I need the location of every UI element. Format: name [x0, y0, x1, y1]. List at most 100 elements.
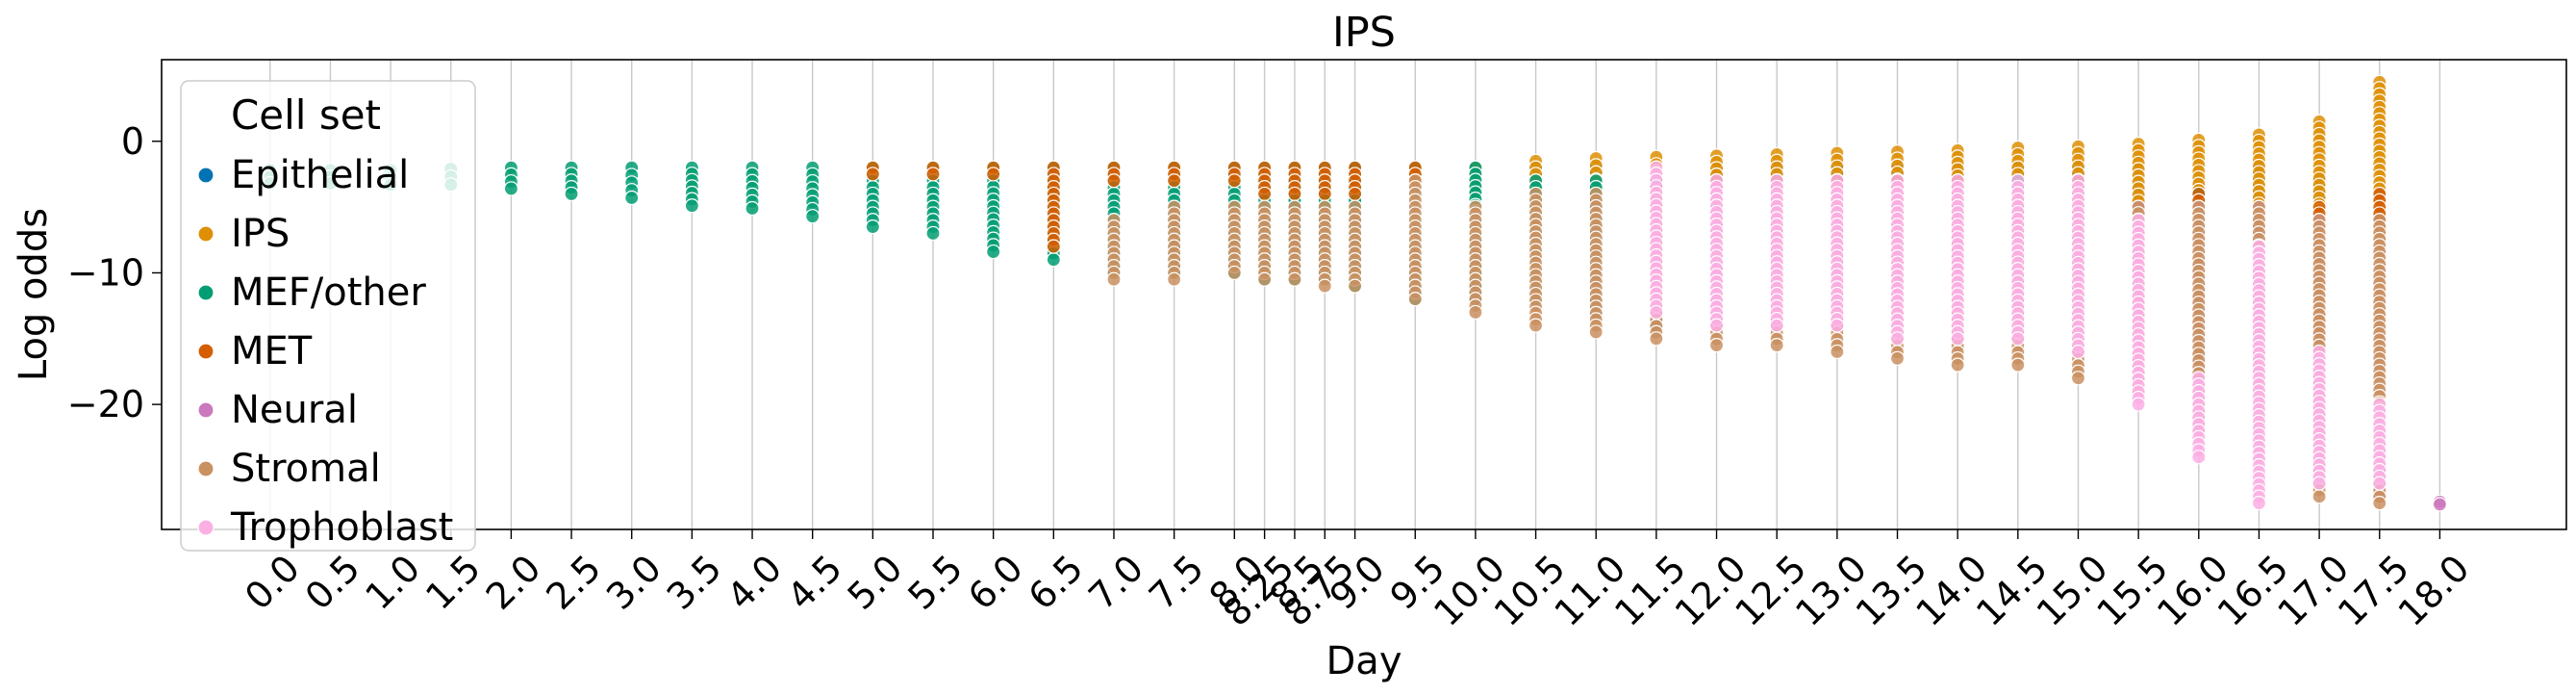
x-tick-label: 18.0 [2390, 547, 2478, 634]
legend-items: Epithelial IPS MEF/other MET Neural Stromal Tr… [197, 153, 453, 550]
data-point [684, 198, 699, 214]
legend-entry: Epithelial [231, 153, 409, 197]
data-point [2070, 371, 2086, 386]
data-point [2432, 497, 2448, 512]
data-point [1257, 186, 1273, 202]
y-tick-label: 0 [121, 120, 144, 163]
data-point [2010, 357, 2026, 373]
data-point [2251, 496, 2267, 511]
legend: Cell set Epithelial IPS MEF/other MET Neural… [180, 80, 476, 552]
x-tick-label: 0.0 [237, 547, 308, 618]
data-point [1167, 271, 1182, 287]
data-point [503, 181, 519, 196]
legend-box [180, 80, 476, 552]
data-point [1950, 331, 1965, 347]
legend-marker [197, 284, 215, 301]
data-point [1287, 186, 1302, 202]
legend-entry: MET [231, 329, 313, 373]
data-point [1588, 324, 1604, 340]
chart-title: IPS [1332, 9, 1396, 57]
y-tick-label: −20 [67, 383, 144, 425]
data-point [1708, 338, 1725, 353]
y-axis-ticks: 0 −10 −20 [67, 120, 162, 425]
data-point [1226, 173, 1242, 189]
data-point [1106, 173, 1122, 189]
data-point [986, 167, 1001, 182]
legend-entry: IPS [231, 212, 290, 256]
data-point [1950, 357, 1965, 373]
y-axis-label: Log odds [12, 208, 56, 381]
data-point [2372, 496, 2387, 511]
data-point [1769, 318, 1784, 333]
legend-marker [197, 225, 215, 243]
data-point [1468, 304, 1483, 321]
x-axis-label: Day [1326, 639, 1402, 683]
legend-marker [197, 460, 215, 477]
data-point [1287, 271, 1302, 287]
data-point [1830, 344, 1845, 360]
x-tick-label: 1.5 [417, 547, 489, 618]
series-neural [1649, 186, 2448, 512]
data-point [2311, 476, 2327, 491]
data-point [865, 219, 880, 235]
data-point [2372, 476, 2387, 491]
x-tick-label: 3.0 [598, 547, 669, 618]
data-point [2070, 344, 2086, 360]
x-tick-label: 2.0 [478, 547, 549, 618]
series-trophoblast [1649, 160, 2387, 511]
data-point [925, 167, 941, 182]
data-point [1348, 278, 1363, 294]
data-point [1649, 304, 1664, 321]
legend-marker [197, 167, 215, 184]
data-point [1528, 318, 1544, 333]
legend-entry: Trophoblast [230, 505, 453, 550]
data-point [925, 225, 941, 242]
data-point [1257, 271, 1273, 287]
x-tick-label: 4.5 [779, 547, 850, 618]
data-point [745, 200, 760, 217]
x-tick-label: 3.5 [659, 547, 730, 618]
data-point [2311, 489, 2327, 504]
x-tick-label: 4.0 [719, 547, 790, 618]
plot-area-frame [161, 59, 2567, 530]
data-point [1046, 252, 1061, 268]
x-tick-label: 0.5 [297, 547, 368, 618]
data-point [2010, 331, 2026, 347]
legend-marker [197, 343, 215, 360]
data-point [1649, 331, 1664, 347]
data-point [1046, 239, 1061, 254]
x-tick-label: 5.5 [899, 547, 971, 618]
data-point [2191, 450, 2207, 465]
data-point [2131, 397, 2146, 412]
data-point [1317, 278, 1332, 294]
legend-entry: Stromal [231, 447, 381, 491]
data-point [805, 209, 821, 224]
x-tick-label: 1.0 [357, 547, 428, 618]
data-point [986, 244, 1001, 260]
legend-marker [197, 519, 215, 536]
data-point [1317, 186, 1332, 202]
data-point [1167, 173, 1182, 189]
y-tick-label: −10 [67, 251, 144, 294]
legend-entry: MEF/other [231, 270, 426, 315]
data-point [1106, 271, 1122, 287]
x-tick-label: 7.5 [1141, 547, 1212, 618]
x-tick-label: 5.0 [840, 547, 911, 618]
data-point [1889, 331, 1906, 347]
x-tick-label: 7.0 [1080, 547, 1151, 618]
legend-title: Cell set [231, 91, 381, 139]
legend-marker [197, 401, 215, 419]
vertical-gridlines [269, 60, 2441, 529]
data-point [564, 186, 579, 202]
data-point [865, 167, 880, 182]
x-tick-label: 6.0 [960, 547, 1031, 618]
data-point [1407, 292, 1423, 307]
x-tick-label: 6.5 [1021, 547, 1092, 618]
data-point [1348, 186, 1363, 202]
scatter-points [263, 74, 2448, 512]
x-axis-ticks: 0.00.51.01.52.02.53.03.54.04.55.05.56.06… [237, 529, 2478, 634]
data-point [1889, 350, 1906, 366]
data-point [1769, 338, 1784, 353]
legend-entry: Neural [231, 388, 358, 432]
